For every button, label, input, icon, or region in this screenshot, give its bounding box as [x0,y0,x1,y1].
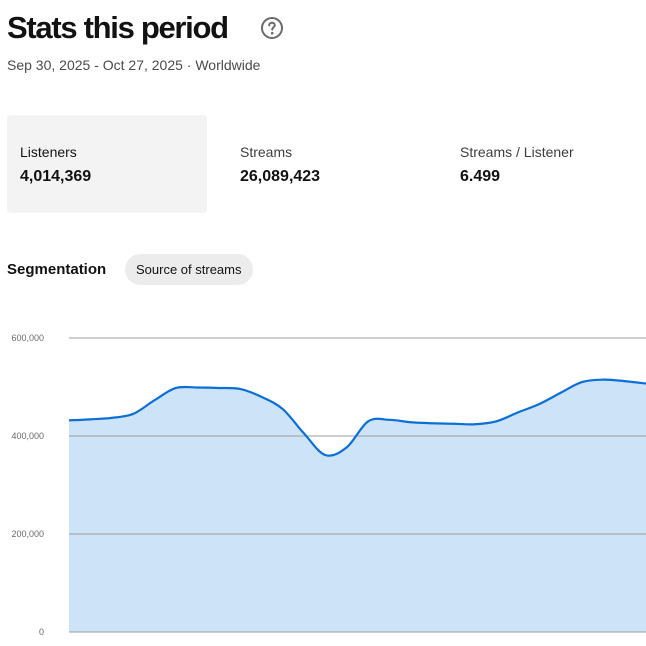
data-point[interactable] [344,444,350,450]
listeners-area-chart: 0 200,000 400,000 600,000 [11,333,646,637]
series-area [69,379,646,632]
data-point[interactable] [130,411,136,417]
data-point[interactable] [429,420,435,426]
data-point[interactable] [622,378,628,384]
source-of-streams-chip[interactable]: Source of streams [125,254,253,285]
data-point[interactable] [579,379,585,385]
stat-value: 26,089,423 [240,168,321,185]
date-range-subtitle: Sep 30, 2025 - Oct 27, 2025 · Worldwide [7,57,261,73]
data-point[interactable] [493,418,499,424]
stat-card-listeners[interactable]: Listeners 4,014,369 [7,115,207,213]
data-point[interactable] [600,377,606,383]
data-point[interactable] [365,418,371,424]
question-circle-icon[interactable] [260,16,284,40]
y-tick-label: 400,000 [11,431,44,441]
data-point[interactable] [173,385,179,391]
stat-card-streams-per-listener[interactable]: Streams / Listener 6.499 [447,115,646,213]
data-point[interactable] [387,417,393,423]
data-point[interactable] [194,384,200,390]
y-tick-label: 0 [39,627,44,637]
data-point[interactable] [322,452,328,458]
stat-label: Listeners [20,144,77,160]
data-point[interactable] [237,386,243,392]
y-tick-label: 200,000 [11,529,44,539]
stat-value: 4,014,369 [20,168,92,185]
stat-value: 6.499 [460,168,501,185]
y-tick-label: 600,000 [11,333,44,343]
data-point[interactable] [258,394,264,400]
data-point[interactable] [536,401,542,407]
data-point[interactable] [408,419,414,425]
data-point[interactable] [558,390,564,396]
page-title: Stats this period [7,10,229,45]
data-point[interactable] [109,415,115,421]
data-point[interactable] [451,421,457,427]
data-point[interactable] [151,397,157,403]
data-point[interactable] [472,421,478,427]
stat-label: Streams / Listener [460,144,574,160]
data-point[interactable] [87,416,93,422]
data-point[interactable] [515,409,521,415]
data-point[interactable] [216,385,222,391]
stat-label: Streams [240,144,293,160]
segmentation-label: Segmentation [7,261,107,278]
data-point[interactable] [301,431,307,437]
data-point[interactable] [66,417,72,423]
stat-card-streams[interactable]: Streams 26,089,423 [227,115,427,213]
data-point[interactable] [280,406,286,412]
series-line[interactable] [68,378,646,457]
